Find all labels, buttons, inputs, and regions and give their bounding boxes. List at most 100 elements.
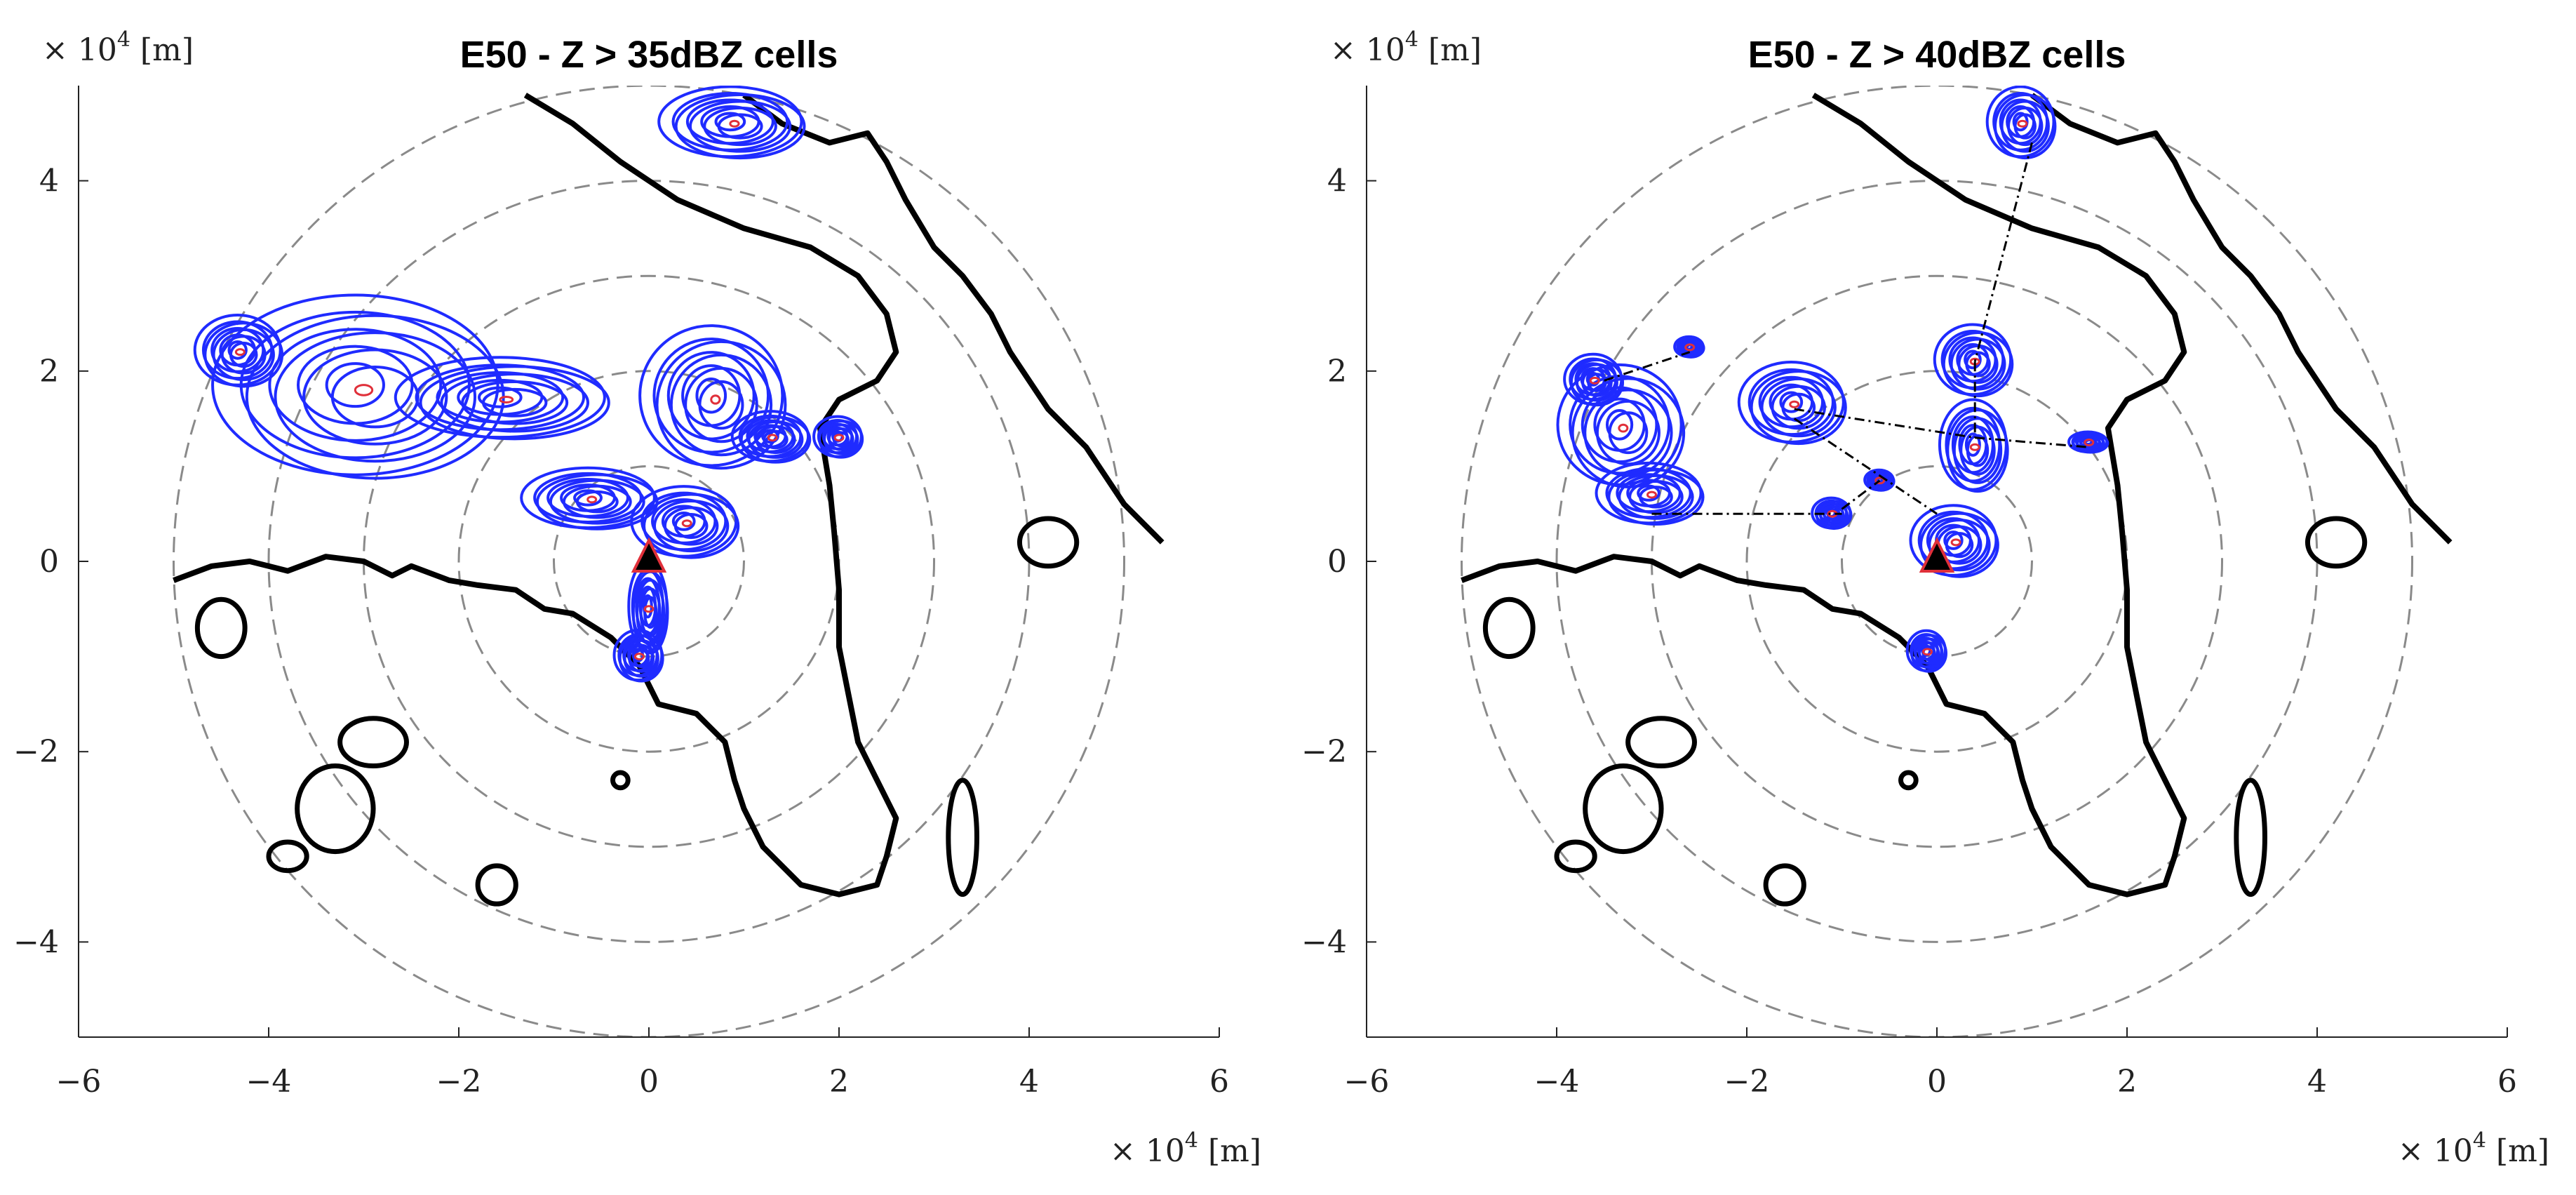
cell-contour bbox=[1964, 432, 1981, 457]
storm-cell-10 bbox=[2067, 430, 2109, 454]
x-axis-multiplier: × 104 [m] bbox=[2398, 1128, 2549, 1169]
island-2 bbox=[295, 763, 376, 855]
island-1 bbox=[1625, 716, 1697, 769]
island-6 bbox=[946, 777, 979, 897]
cell-contour bbox=[684, 366, 758, 443]
x-tick-label: 2 bbox=[829, 1064, 849, 1100]
cell-contour bbox=[394, 356, 606, 439]
chart-panel-40dbz: −6 −4 −2 0 2 4 6 4 2 0 −2 −4 E50 - Z > 40dBZ cells × … bbox=[1288, 0, 2576, 1195]
cell-contour bbox=[302, 348, 448, 446]
y-tick-label: 2 bbox=[1327, 354, 1347, 389]
radar-site-marker bbox=[631, 537, 667, 573]
storm-cell-2 bbox=[1595, 461, 1705, 526]
cell-contour bbox=[325, 362, 385, 408]
storm-cell-12 bbox=[1985, 86, 2057, 160]
x-tick-label: 0 bbox=[639, 1064, 659, 1100]
cell-contour bbox=[330, 365, 420, 429]
island-6 bbox=[2234, 777, 2267, 897]
cell-contour bbox=[457, 378, 544, 416]
island-1 bbox=[337, 716, 409, 769]
x-axis-multiplier: × 104 [m] bbox=[1110, 1128, 1261, 1169]
cell-core bbox=[1969, 443, 1980, 451]
storm-cell-7 bbox=[630, 485, 740, 559]
cell-track-6 bbox=[1604, 351, 1691, 382]
y-tick-label: 4 bbox=[39, 163, 59, 199]
cell-contour bbox=[1964, 349, 1982, 370]
chart-panel-35dbz: −6 −4 −2 0 2 4 6 4 2 0 −2 −4 E50 - Z > 35dBZ cells × … bbox=[13, 27, 1261, 1169]
y-tick-label: −4 bbox=[13, 924, 59, 960]
cell-core bbox=[633, 653, 645, 661]
coastline-main bbox=[1461, 93, 2187, 897]
storm-cell-3 bbox=[638, 324, 787, 470]
y-tick-label: 4 bbox=[1327, 163, 1347, 199]
cell-core bbox=[1684, 343, 1696, 352]
cell-core bbox=[729, 119, 740, 128]
cell-contour bbox=[2012, 112, 2029, 132]
cell-core bbox=[767, 434, 778, 442]
cell-contour bbox=[1779, 391, 1804, 413]
cell-core bbox=[833, 434, 845, 442]
y-tick-label: 0 bbox=[39, 544, 59, 580]
range-ring-5 bbox=[1461, 86, 2413, 1037]
island-0 bbox=[194, 596, 248, 660]
x-tick-label: −6 bbox=[56, 1064, 102, 1100]
cell-contour bbox=[573, 489, 603, 507]
storm-cell-4 bbox=[1673, 335, 1705, 359]
cell-contour bbox=[714, 112, 746, 132]
cell-contour bbox=[671, 512, 696, 531]
cell-core bbox=[681, 519, 692, 528]
cell-core bbox=[2084, 439, 2095, 446]
cell-contour bbox=[1943, 530, 1964, 550]
cell-contour bbox=[268, 328, 443, 442]
radar-site-marker bbox=[1919, 537, 1955, 573]
radar-plot-35dbz: −6 −4 −2 0 2 4 6 4 2 0 −2 −4 E50 - Z > 35dBZ cells × … bbox=[13, 27, 1261, 1169]
cell-contour bbox=[1571, 377, 1686, 488]
cell-contour bbox=[1593, 397, 1646, 452]
y-tick-label: 2 bbox=[39, 354, 59, 389]
cell-contour bbox=[638, 324, 784, 467]
cell-core bbox=[1921, 648, 1933, 656]
cell-core bbox=[1589, 376, 1600, 385]
x-tick-label: 4 bbox=[2307, 1064, 2327, 1100]
y-axis-multiplier: × 104 [m] bbox=[42, 27, 194, 68]
y-tick-label: 0 bbox=[1327, 544, 1347, 580]
cell-contour bbox=[227, 340, 248, 360]
y-tick-label: −2 bbox=[1301, 734, 1347, 770]
cell-contour bbox=[695, 378, 727, 414]
cell-contour bbox=[477, 386, 523, 408]
x-tick-label: 4 bbox=[1019, 1064, 1039, 1100]
island-5 bbox=[1017, 516, 1080, 569]
x-tick-label: 0 bbox=[1927, 1064, 1947, 1100]
cell-core bbox=[354, 384, 374, 396]
y-tick-label: −4 bbox=[1301, 924, 1347, 960]
coastline-east bbox=[2030, 93, 2453, 545]
cell-contour bbox=[211, 293, 499, 476]
cell-contour bbox=[1637, 484, 1661, 502]
cell-track-0 bbox=[1973, 142, 2033, 362]
radar-plot-40dbz: −6 −4 −2 0 2 4 6 4 2 0 −2 −4 E50 - Z > 40dBZ cells × … bbox=[1301, 27, 2549, 1169]
storm-cell-7 bbox=[1933, 323, 2014, 398]
chart-title: E50 - Z > 35dBZ cells bbox=[460, 34, 838, 76]
storm-cell-5 bbox=[812, 415, 864, 459]
cell-core bbox=[1646, 490, 1657, 499]
cell-core bbox=[234, 348, 246, 356]
cell-core bbox=[2017, 119, 2028, 128]
storm-cell-1 bbox=[394, 356, 610, 441]
x-tick-label: −6 bbox=[1344, 1064, 1390, 1100]
cell-contour bbox=[297, 345, 414, 425]
cell-core bbox=[1789, 400, 1800, 408]
cell-contour bbox=[274, 331, 477, 463]
cell-contour bbox=[698, 380, 744, 430]
island-4 bbox=[1763, 863, 1806, 907]
storm-cell-11 bbox=[1905, 629, 1948, 673]
cell-track-7 bbox=[1841, 479, 1881, 510]
storm-cell-3 bbox=[1737, 361, 1847, 446]
storm-cell-6 bbox=[520, 466, 659, 530]
plot-area bbox=[173, 86, 1165, 1037]
x-tick-label: −4 bbox=[1534, 1064, 1580, 1100]
storm-cell-10 bbox=[657, 86, 806, 160]
cell-track-3 bbox=[1793, 418, 1938, 515]
storm-cell-0 bbox=[211, 293, 505, 480]
cell-contour bbox=[761, 429, 779, 444]
cell-core bbox=[499, 395, 514, 403]
